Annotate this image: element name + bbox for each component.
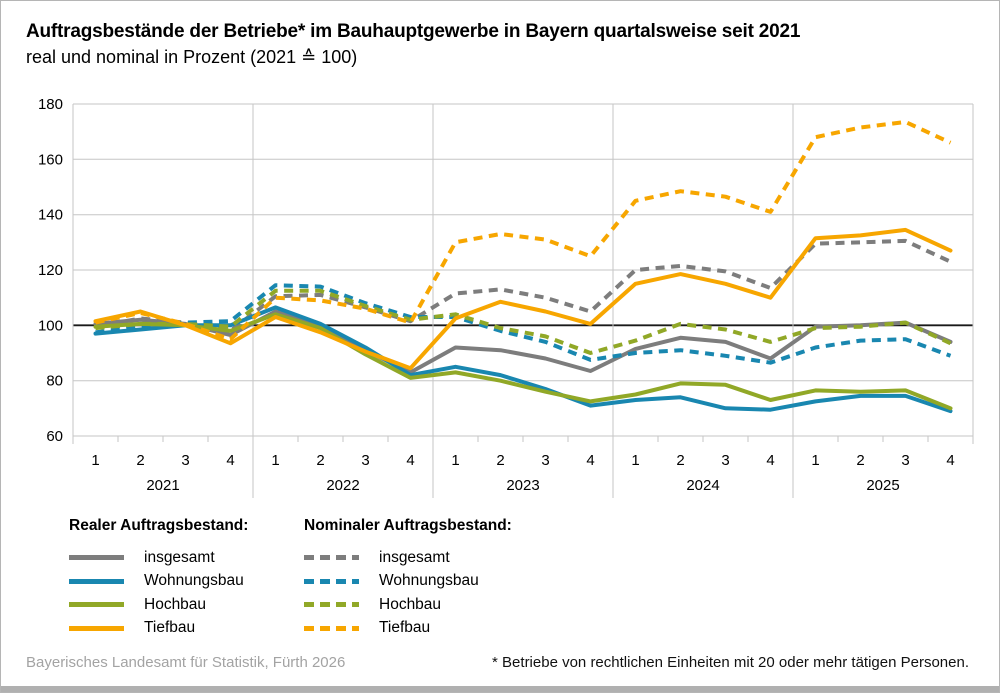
- footnote: * Betriebe von rechtlichen Einheiten mit…: [492, 654, 969, 671]
- legend-label: Wohnungsbau: [144, 572, 244, 590]
- y-tick-label: 140: [38, 207, 63, 224]
- x-quarter-label: 4: [226, 452, 234, 469]
- swatch-nominal-hochbau: [304, 602, 359, 608]
- y-tick-label: 80: [46, 373, 63, 390]
- swatch-real-tiefbau: [69, 625, 124, 631]
- x-quarter-label: 2: [136, 452, 144, 469]
- legend-nominal: Nominaler Auftragsbestand: insgesamt Woh…: [304, 517, 512, 640]
- swatch-nominal-wohnungsbau: [304, 578, 359, 584]
- legend-label: insgesamt: [379, 548, 450, 566]
- page-title: Auftragsbestände der Betriebe* im Bauhau…: [26, 21, 801, 42]
- y-tick-label: 160: [38, 151, 63, 168]
- legend-real-header: Realer Auftragsbestand:: [69, 517, 249, 534]
- x-quarter-label: 4: [406, 452, 414, 469]
- x-year-label: 2024: [686, 477, 719, 494]
- legend-item-nominal-wohnungsbau: Wohnungsbau: [304, 570, 512, 594]
- legend-label: insgesamt: [144, 548, 215, 566]
- line-nominal-hochbau: [95, 288, 952, 355]
- swatch-nominal-tiefbau: [304, 625, 359, 631]
- legend-item-real-insgesamt: insgesamt: [69, 546, 248, 570]
- x-year-label: 2025: [866, 477, 899, 494]
- x-quarter-label: 3: [541, 452, 549, 469]
- line-real-hochbau: [93, 312, 953, 411]
- x-quarter-label: 1: [91, 452, 99, 469]
- bottom-accent-bar: [1, 686, 999, 692]
- legend-label: Tiefbau: [144, 619, 196, 637]
- legend-label: Hochbau: [144, 595, 207, 613]
- x-quarter-label: 4: [946, 452, 954, 469]
- x-quarter-label: 4: [586, 452, 594, 469]
- x-quarter-label: 2: [856, 452, 864, 469]
- x-year-label: 2021: [146, 477, 179, 494]
- line-chart: 60 80 100 120 140 160 180 1 2 3 4 2021 1 2 3 4 2022 1 2 3 4 2…: [38, 96, 974, 498]
- x-quarter-label: 3: [361, 452, 369, 469]
- x-quarter-label: 2: [676, 452, 684, 469]
- swatch-real-wohnungsbau: [69, 578, 124, 584]
- line-nominal-tiefbau: [95, 120, 952, 342]
- swatch-real-hochbau: [69, 602, 124, 608]
- legend-label: Hochbau: [379, 595, 442, 613]
- line-real-tiefbau: [93, 227, 953, 371]
- legend-item-nominal-hochbau: Hochbau: [304, 593, 512, 617]
- line-real-insgesamt: [93, 309, 953, 375]
- x-quarter-label: 2: [496, 452, 504, 469]
- x-quarter-label: 3: [721, 452, 729, 469]
- x-quarter-label: 1: [451, 452, 459, 469]
- x-quarter-label: 2: [316, 452, 324, 469]
- y-tick-label: 180: [38, 96, 63, 113]
- source-attribution: Bayerisches Landesamt für Statistik, Für…: [26, 654, 346, 671]
- legend-label: Tiefbau: [379, 619, 431, 637]
- legend-item-real-wohnungsbau: Wohnungsbau: [69, 570, 248, 594]
- legend-item-real-tiefbau: Tiefbau: [69, 617, 248, 641]
- legend-item-nominal-insgesamt: insgesamt: [304, 546, 512, 570]
- x-quarter-label: 1: [631, 452, 639, 469]
- legend-label: Wohnungsbau: [379, 572, 479, 590]
- y-tick-label: 120: [38, 262, 63, 279]
- x-quarter-label: 3: [181, 452, 189, 469]
- y-tick-label: 60: [46, 428, 63, 445]
- x-year-label: 2023: [506, 477, 539, 494]
- swatch-real-insgesamt: [69, 555, 124, 561]
- x-year-label: 2022: [326, 477, 359, 494]
- y-tick-label: 100: [38, 317, 63, 334]
- legend-item-nominal-tiefbau: Tiefbau: [304, 617, 512, 641]
- line-nominal-wohnungsbau: [95, 283, 952, 365]
- x-quarter-label: 1: [271, 452, 279, 469]
- page-subtitle: real und nominal in Prozent (2021 ≙ 100): [26, 47, 358, 67]
- x-quarter-label: 4: [766, 452, 774, 469]
- legend-real: Realer Auftragsbestand: insgesamt Wohnun…: [69, 517, 248, 640]
- line-nominal-insgesamt: [95, 238, 952, 333]
- legend-nominal-header: Nominaler Auftragsbestand:: [304, 517, 512, 534]
- x-quarter-label: 3: [901, 452, 909, 469]
- x-quarter-label: 1: [811, 452, 819, 469]
- swatch-nominal-insgesamt: [304, 555, 359, 561]
- legend-item-real-hochbau: Hochbau: [69, 593, 248, 617]
